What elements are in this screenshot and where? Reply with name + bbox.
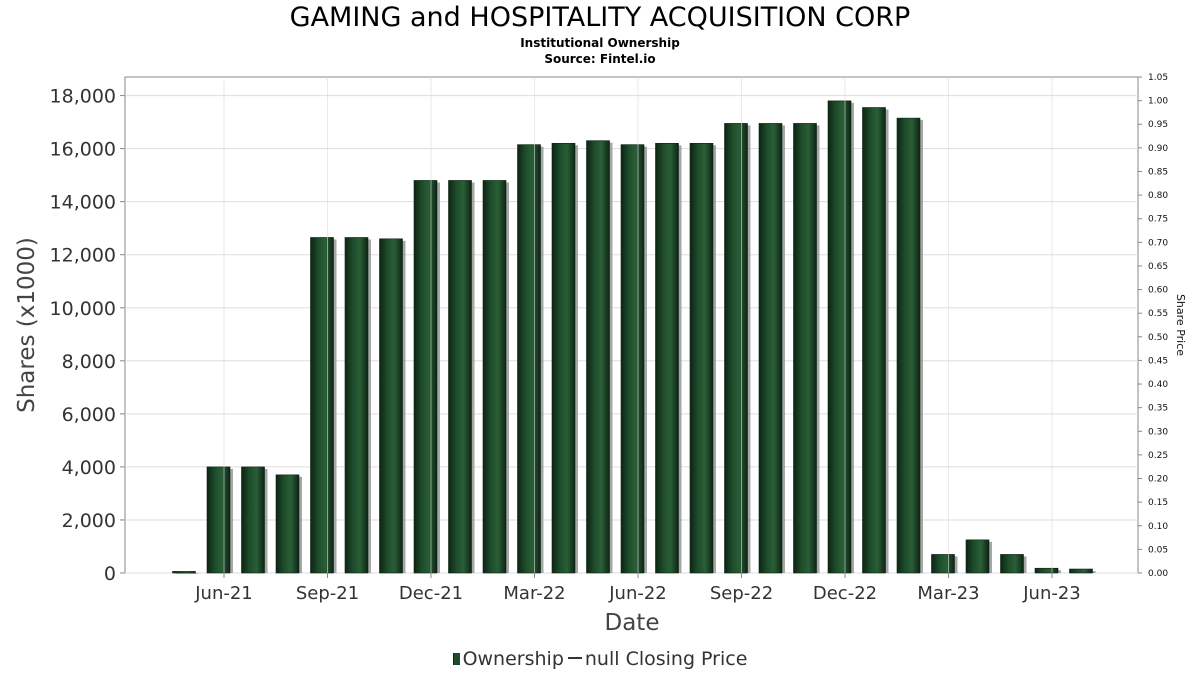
ownership-bar [827,100,852,574]
y2-tick-label: 0.75 [1148,215,1168,225]
y-tick-label: 8,000 [62,351,116,373]
y2-tick-label: 0.05 [1148,545,1168,555]
y-tick-label: 14,000 [50,192,116,214]
ownership-bar [241,466,265,574]
ownership-bar [793,123,817,574]
x-tick-label: Jun-21 [194,583,253,604]
chart-title: GAMING and HOSPITALITY ACQUISITION CORP [289,2,911,33]
y2-tick-label: 1.00 [1148,97,1168,107]
x-tick-label: Mar-23 [917,583,979,604]
y2-tick-label: 0.90 [1148,144,1168,154]
ownership-bar [931,554,955,574]
y2-tick-label: 0.20 [1148,475,1168,485]
y2-tick-label: 0.45 [1148,356,1168,366]
ownership-bar [448,180,472,574]
ownership-bar [206,466,231,574]
y2-tick-label: 0.25 [1148,451,1168,461]
y2-axis-title: Share Price [1174,294,1187,356]
legend: Ownership null Closing Price [0,648,1200,670]
y-tick-label: 16,000 [50,139,116,161]
x-axis-title: Date [605,610,660,636]
y2-tick-label: 0.55 [1148,309,1168,319]
ownership-bar [1069,568,1093,574]
ownership-bar [344,237,369,574]
ownership-bar [1034,567,1059,574]
y2-tick-label: 0.00 [1148,569,1168,579]
ownership-bar [379,238,403,574]
ownership-bar [758,123,783,574]
y-tick-label: 4,000 [62,457,116,479]
y2-tick-label: 0.95 [1148,120,1168,130]
x-tick-label: Jun-22 [608,583,667,604]
ownership-bar [413,180,438,574]
x-tick-label: Jun-23 [1022,583,1081,604]
ownership-bar [482,180,507,574]
y-tick-label: 10,000 [50,298,116,320]
y2-tick-label: 0.10 [1148,522,1168,532]
y2-tick-label: 0.30 [1148,427,1168,437]
ownership-bar [275,474,300,574]
legend-price-label: null Closing Price [584,648,748,670]
ownership-bar [724,123,748,574]
ownership-bar [310,237,334,574]
ownership-bar [620,144,645,574]
y2-tick-label: 0.35 [1148,404,1168,414]
legend-ownership-label: Ownership [462,648,564,670]
y2-tick-label: 0.85 [1148,167,1168,177]
ownership-bar [965,539,990,574]
ownership-bar [1000,554,1024,574]
y-tick-label: 18,000 [50,86,116,108]
y-tick-label: 0 [104,563,116,585]
ownership-bar [172,571,196,574]
y2-tick-label: 0.15 [1148,498,1168,508]
y-tick-label: 6,000 [62,404,116,426]
legend-ownership-swatch [452,653,460,665]
legend-price-line [567,657,582,659]
chart-subtitle: Institutional Ownership [520,36,680,50]
y-axis-title: Shares (x1000) [14,237,40,413]
y2-tick-label: 0.50 [1148,333,1168,343]
x-tick-label: Dec-21 [399,583,463,604]
ownership-bar [551,143,576,574]
bar-shadow [175,573,199,574]
y2-tick-label: 0.40 [1148,380,1168,390]
y2-tick-label: 0.65 [1148,262,1168,272]
ownership-bar [586,140,610,574]
ownership-bar [896,117,921,574]
ownership-bar [655,143,679,574]
x-tick-label: Mar-22 [503,583,565,604]
y2-tick-label: 0.60 [1148,286,1168,296]
y2-tick-label: 0.80 [1148,191,1168,201]
x-tick-label: Sep-22 [710,583,773,604]
ownership-bar [517,144,541,574]
y-tick-label: 2,000 [62,510,116,532]
ownership-bar [862,107,886,574]
y2-tick-label: 1.05 [1148,73,1168,83]
x-tick-label: Dec-22 [813,583,877,604]
y-tick-label: 12,000 [50,245,116,267]
x-tick-label: Sep-21 [296,583,359,604]
ownership-bar [689,143,714,574]
chart-source: Source: Fintel.io [544,52,656,66]
y2-tick-label: 0.70 [1148,238,1168,248]
